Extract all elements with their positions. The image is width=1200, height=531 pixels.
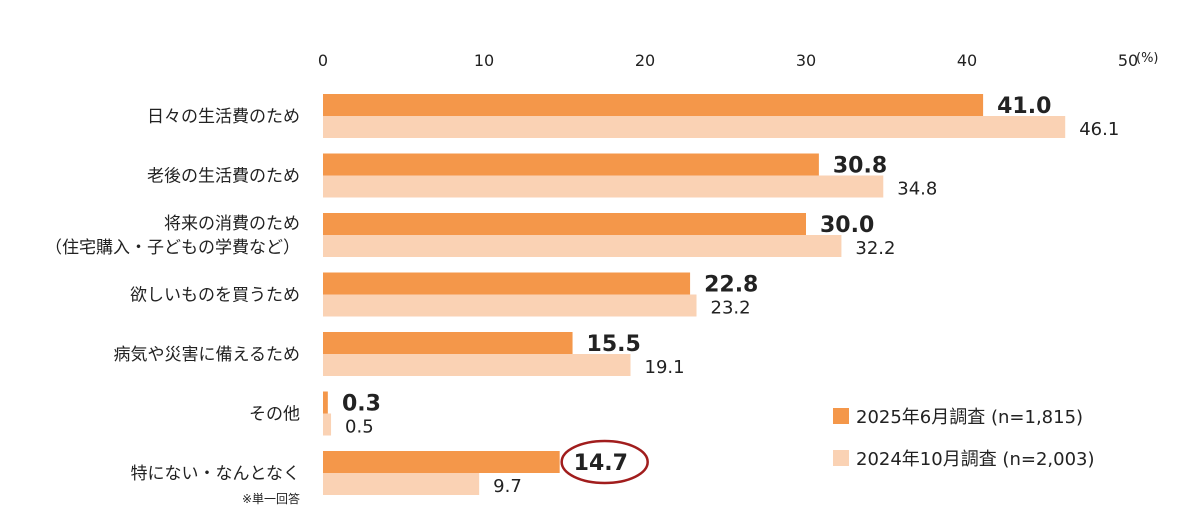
- category-label: 老後の生活費のため: [147, 167, 300, 187]
- bar-2024: [323, 413, 332, 436]
- bar-2024: [323, 175, 884, 198]
- legend-swatch: [833, 450, 849, 466]
- value-label-2025: 30.0: [820, 213, 874, 238]
- bar-2025: [323, 213, 806, 235]
- value-label-2024: 23.2: [711, 298, 751, 319]
- bar-2025: [323, 332, 573, 354]
- value-label-2025: 30.8: [833, 154, 887, 179]
- x-tick-label: 40: [957, 51, 977, 70]
- value-label-2025: 14.7: [574, 451, 628, 476]
- x-tick-label: 10: [474, 51, 494, 70]
- category-label: 日々の生活費のため: [147, 107, 300, 127]
- value-label-2025: 0.3: [342, 392, 381, 417]
- bar-2024: [323, 294, 697, 317]
- category-note: ※単一回答: [242, 491, 300, 506]
- value-label-2024: 9.7: [493, 476, 522, 497]
- category-label: その他: [249, 405, 300, 425]
- bar-2025: [323, 391, 328, 414]
- value-label-2024: 0.5: [345, 417, 374, 438]
- bar-2024: [323, 235, 842, 257]
- x-tick-label: 30: [796, 51, 816, 70]
- category-label: 欲しいものを買うため: [130, 286, 300, 306]
- value-label-2025: 41.0: [997, 94, 1051, 119]
- category-label: 病気や災害に備えるため: [114, 345, 301, 365]
- value-label-2024: 34.8: [897, 179, 937, 200]
- category-label: （住宅購入・子どもの学費など）: [45, 238, 300, 258]
- value-label-2024: 19.1: [645, 357, 685, 378]
- bar-2024: [323, 116, 1066, 138]
- legend-swatch: [833, 408, 849, 424]
- highlight-circle: [560, 439, 649, 485]
- category-label: 将来の消費のため: [164, 214, 300, 234]
- bar-2024: [323, 473, 480, 495]
- value-labels: 41.0 46.1 30.8 34.8 30.032.2 22.823.2 15.519.1…: [342, 94, 1119, 497]
- bar-2025: [323, 451, 560, 473]
- x-tick-label: 20: [635, 51, 655, 70]
- bar-2024: [323, 354, 631, 376]
- x-axis-unit: (%): [1136, 51, 1159, 66]
- bar-2025: [323, 94, 984, 116]
- bar-2025: [323, 272, 691, 295]
- x-axis-ticks: 0 10 20 30 40 50: [318, 51, 1138, 70]
- legend-label: 2025年6月調査 (n=1,815): [856, 407, 1083, 428]
- x-tick-label: 50: [1118, 51, 1138, 70]
- value-label-2024: 32.2: [855, 238, 895, 259]
- bars: [323, 94, 1066, 495]
- category-label: 特にない・なんとなく: [131, 464, 301, 484]
- legend-label: 2024年10月調査 (n=2,003): [856, 449, 1095, 470]
- bar-2025: [323, 153, 819, 176]
- value-label-2024: 46.1: [1079, 119, 1119, 140]
- x-axis-unit-label: (%): [1136, 51, 1159, 66]
- legend: 2025年6月調査 (n=1,815) 2024年10月調査 (n=2,003): [833, 407, 1095, 470]
- value-label-2025: 15.5: [587, 332, 641, 357]
- value-label-2025: 22.8: [704, 273, 758, 298]
- x-tick-label: 0: [318, 51, 328, 70]
